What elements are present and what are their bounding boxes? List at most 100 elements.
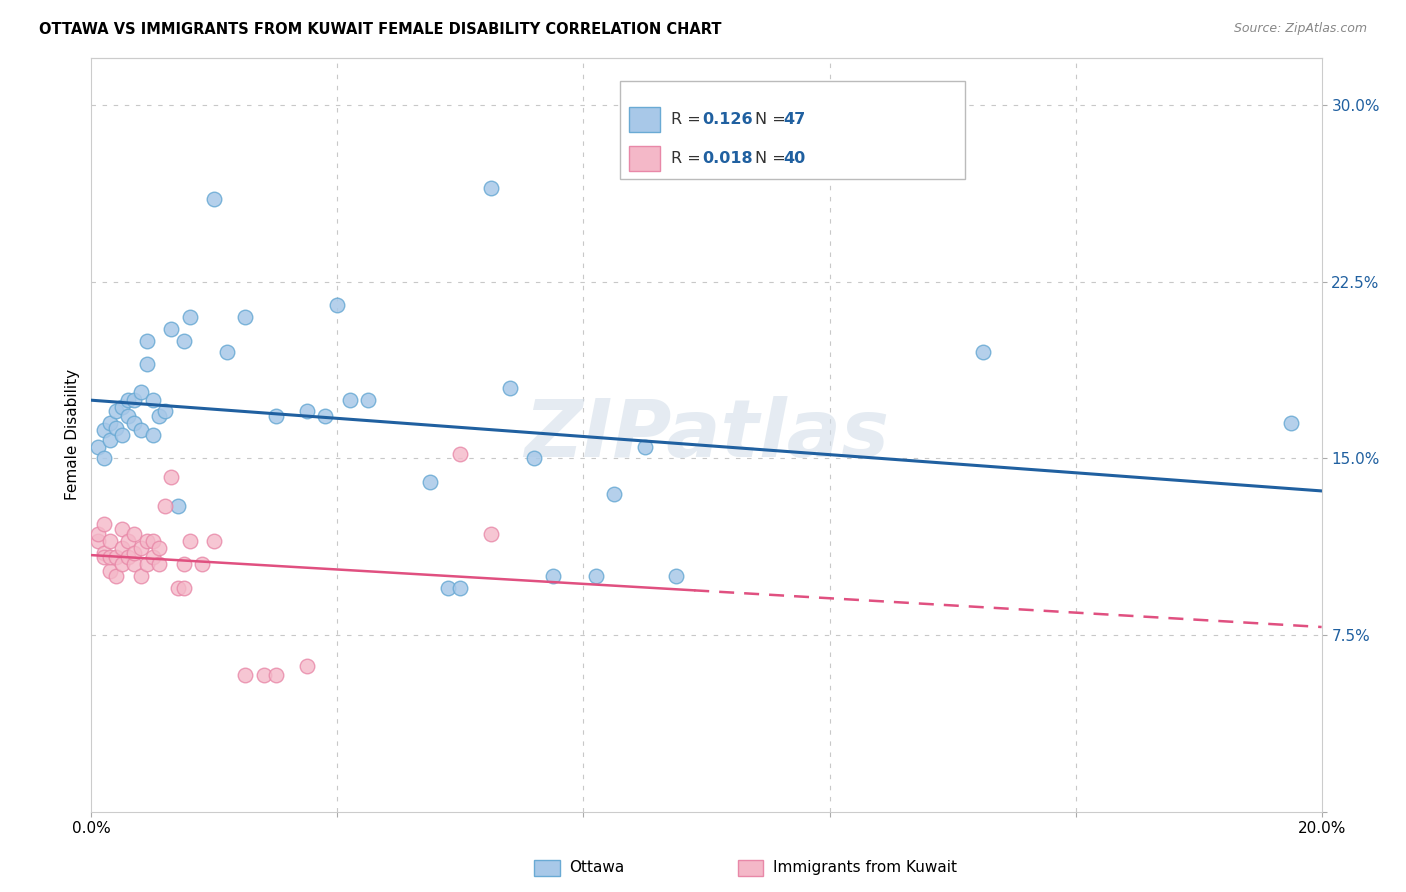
Text: ZIPatlas: ZIPatlas bbox=[524, 396, 889, 474]
Point bbox=[117, 409, 139, 423]
Point bbox=[153, 404, 177, 418]
Point bbox=[93, 517, 115, 532]
Point bbox=[233, 668, 256, 682]
Point bbox=[166, 581, 188, 595]
Point bbox=[135, 357, 157, 371]
Text: R =: R = bbox=[671, 152, 706, 167]
Point bbox=[86, 440, 108, 454]
Point bbox=[124, 526, 146, 541]
Text: 47: 47 bbox=[783, 112, 806, 128]
Point bbox=[135, 558, 157, 572]
Point bbox=[86, 533, 108, 548]
Point bbox=[479, 526, 502, 541]
Point bbox=[86, 526, 108, 541]
Point bbox=[111, 522, 134, 536]
Point bbox=[129, 423, 152, 437]
Point bbox=[634, 440, 657, 454]
Text: Ottawa: Ottawa bbox=[569, 861, 624, 875]
Point bbox=[98, 550, 121, 565]
Point bbox=[202, 192, 225, 206]
Point bbox=[148, 409, 170, 423]
Point bbox=[148, 541, 170, 555]
Point bbox=[160, 470, 183, 484]
Text: N =: N = bbox=[755, 112, 792, 128]
Point bbox=[449, 581, 471, 595]
Point bbox=[972, 345, 994, 359]
Text: R =: R = bbox=[671, 112, 706, 128]
Point bbox=[142, 550, 165, 565]
Point bbox=[449, 447, 471, 461]
Point bbox=[326, 298, 349, 312]
Point bbox=[129, 385, 152, 400]
Point bbox=[111, 428, 134, 442]
Point bbox=[419, 475, 441, 489]
Point bbox=[105, 550, 127, 565]
Point bbox=[142, 533, 165, 548]
Point bbox=[295, 658, 318, 673]
Point bbox=[124, 416, 146, 430]
Point bbox=[111, 558, 134, 572]
Point bbox=[124, 558, 146, 572]
Point bbox=[129, 569, 152, 583]
Point bbox=[148, 558, 170, 572]
Point bbox=[98, 433, 121, 447]
Text: OTTAWA VS IMMIGRANTS FROM KUWAIT FEMALE DISABILITY CORRELATION CHART: OTTAWA VS IMMIGRANTS FROM KUWAIT FEMALE … bbox=[39, 22, 721, 37]
Point bbox=[111, 400, 134, 414]
Text: Immigrants from Kuwait: Immigrants from Kuwait bbox=[773, 861, 957, 875]
Point bbox=[357, 392, 380, 407]
Point bbox=[160, 322, 183, 336]
Text: N =: N = bbox=[755, 152, 792, 167]
Point bbox=[142, 392, 165, 407]
Point bbox=[479, 180, 502, 194]
Point bbox=[314, 409, 336, 423]
Point bbox=[105, 404, 127, 418]
Point bbox=[173, 334, 195, 348]
Point bbox=[93, 546, 115, 560]
Point bbox=[585, 569, 607, 583]
Point bbox=[98, 565, 121, 579]
Point bbox=[603, 487, 626, 501]
Point bbox=[1279, 416, 1302, 430]
Point bbox=[98, 416, 121, 430]
Text: 0.126: 0.126 bbox=[702, 112, 752, 128]
Text: Source: ZipAtlas.com: Source: ZipAtlas.com bbox=[1233, 22, 1367, 36]
Point bbox=[93, 550, 115, 565]
Point bbox=[179, 310, 201, 324]
Point bbox=[233, 310, 256, 324]
Y-axis label: Female Disability: Female Disability bbox=[65, 369, 80, 500]
Point bbox=[173, 558, 195, 572]
Point bbox=[105, 421, 127, 435]
Point bbox=[498, 381, 520, 395]
Point bbox=[129, 541, 152, 555]
Point bbox=[93, 451, 115, 466]
Point bbox=[117, 550, 139, 565]
Point bbox=[117, 392, 139, 407]
Point bbox=[117, 533, 139, 548]
Point bbox=[215, 345, 238, 359]
Point bbox=[93, 423, 115, 437]
Point bbox=[523, 451, 546, 466]
Point bbox=[166, 499, 188, 513]
Point bbox=[253, 668, 276, 682]
Point bbox=[264, 409, 287, 423]
Text: 40: 40 bbox=[783, 152, 806, 167]
Point bbox=[111, 541, 134, 555]
Point bbox=[541, 569, 564, 583]
Point bbox=[264, 668, 287, 682]
Point bbox=[124, 546, 146, 560]
Point bbox=[135, 334, 157, 348]
Point bbox=[191, 558, 214, 572]
Point bbox=[153, 499, 177, 513]
Point bbox=[135, 533, 157, 548]
Point bbox=[98, 533, 121, 548]
Text: 0.018: 0.018 bbox=[702, 152, 752, 167]
Point bbox=[437, 581, 460, 595]
Point bbox=[173, 581, 195, 595]
Point bbox=[105, 569, 127, 583]
Point bbox=[202, 533, 225, 548]
Point bbox=[142, 428, 165, 442]
Point bbox=[665, 569, 688, 583]
Point bbox=[339, 392, 361, 407]
Point bbox=[179, 533, 201, 548]
Point bbox=[124, 392, 146, 407]
